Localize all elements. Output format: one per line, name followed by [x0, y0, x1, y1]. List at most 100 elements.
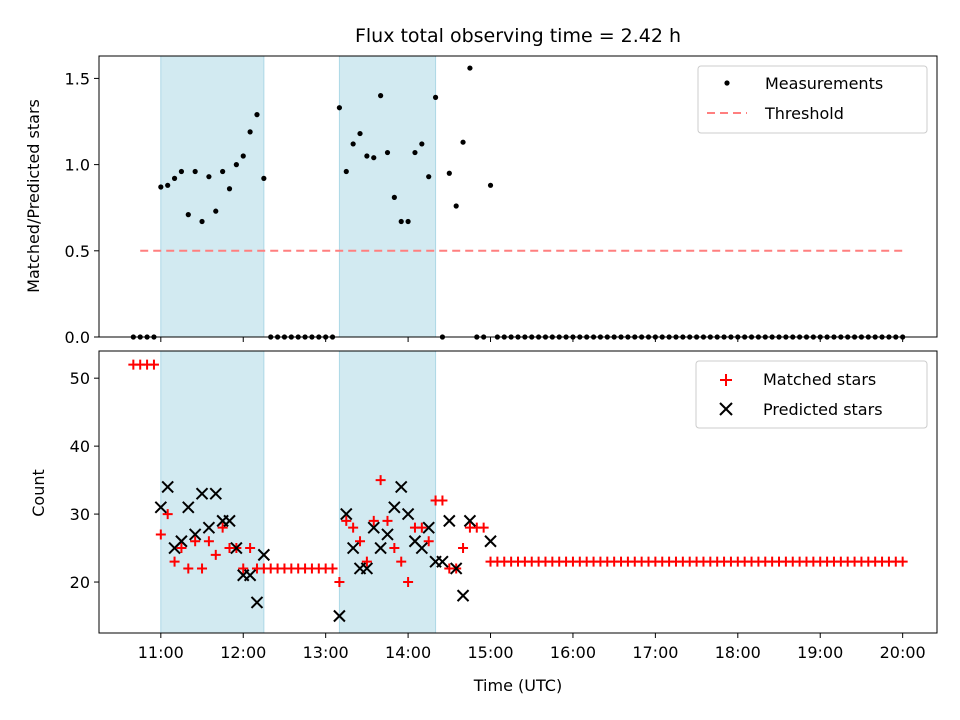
top-panel: 0.0 0.5 1.0 1.5 Matched/Predicted stars Mea…: [24, 55, 938, 347]
legend-marker-measurements: [724, 80, 730, 86]
x-tick-label: 16:00: [550, 643, 596, 662]
matched-stars-point: [437, 495, 448, 506]
legend-marker-predicted: [719, 402, 733, 416]
predicted-stars-point: [230, 541, 243, 555]
predicted-stars-point: [381, 528, 394, 541]
measurements-point: [426, 174, 432, 180]
measurements-point: [185, 212, 191, 218]
measurements-point: [171, 175, 178, 181]
matched-stars-point: [176, 543, 187, 554]
measurements-point: [247, 129, 253, 135]
bottom-x-ticks: 11:00 12:00 13:00 14:00 15:00 16:00 17:00 18:00…: [138, 633, 926, 662]
predicted-stars-point: [243, 569, 257, 582]
measurements-point: [343, 168, 349, 175]
bottom-highlight-span-2: [338, 350, 437, 634]
x-tick-label: 18:00: [715, 643, 761, 662]
predicted-stars-point: [388, 501, 401, 514]
predicted-stars-point: [333, 609, 346, 623]
bottom-highlight-spans: [160, 350, 437, 634]
measurements-point: [432, 94, 439, 100]
predicted-stars-point: [374, 541, 387, 555]
predicted-stars-point: [367, 521, 380, 534]
measurements-point: [254, 112, 260, 118]
measurements-point: [487, 182, 494, 188]
x-tick-label: 13:00: [303, 643, 349, 662]
predicted-stars-point: [175, 535, 188, 548]
measurements-point: [158, 184, 164, 190]
predicted-stars-point: [223, 514, 236, 528]
predicted-stars-point: [195, 487, 209, 500]
x-tick-label: 19:00: [797, 643, 843, 662]
predicted-stars-point: [436, 555, 449, 568]
matched-stars-point: [190, 536, 201, 547]
bottom-legend: Matched stars Predicted stars: [695, 360, 928, 429]
matched-stars-point: [334, 577, 345, 588]
measurements-point: [336, 105, 343, 111]
matched-stars-point: [348, 522, 359, 533]
measurements-point: [398, 218, 404, 225]
top-y-axis-label: Matched/Predicted stars: [24, 99, 43, 293]
bottom-legend-box: [695, 360, 928, 429]
matched-stars-point: [162, 509, 173, 520]
legend-label-threshold: Threshold: [764, 104, 844, 123]
bottom-y-tick-label: 40: [70, 437, 90, 456]
measurements-point: [446, 170, 452, 176]
top-y-tick-label: 1.0: [65, 156, 90, 175]
predicted-stars-point: [484, 535, 497, 548]
measurements-point: [460, 139, 466, 145]
predicted-stars-point: [182, 501, 195, 514]
predicted-stars-point: [257, 548, 271, 562]
top-y-tick-label: 0.0: [65, 328, 90, 347]
legend-label-measurements: Measurements: [765, 74, 883, 93]
measurements-point: [350, 141, 356, 147]
bottom-y-ticks: 20 30 40 50: [70, 369, 99, 592]
predicted-stars-point: [415, 541, 429, 555]
chart-title: Flux total observing time = 2.42 h: [355, 25, 681, 47]
matched-stars-point: [423, 536, 434, 547]
measurements-point: [419, 141, 425, 147]
measurements-point: [199, 218, 205, 225]
matched-stars-point: [458, 543, 469, 554]
predicted-stars-point: [154, 501, 168, 514]
measurements-point: [384, 149, 391, 156]
bottom-axes-frame: [98, 350, 938, 634]
matched-stars-point: [197, 563, 208, 574]
matched-stars-point: [897, 556, 908, 567]
predicted-stars-point: [161, 480, 174, 494]
measurements-point: [467, 65, 473, 71]
predicted-stars-point: [463, 514, 477, 528]
measurements-point: [206, 174, 212, 180]
measurements-point: [357, 130, 363, 137]
predicted-stars-point: [360, 562, 374, 575]
top-highlight-span-1: [160, 55, 265, 338]
predicted-stars-point: [395, 480, 408, 494]
bottom-y-tick-label: 30: [70, 505, 90, 524]
bottom-highlight-span-1: [160, 350, 265, 634]
measurements-point: [391, 194, 397, 200]
legend-label-predicted: Predicted stars: [763, 400, 883, 419]
predicted-stars-point: [449, 562, 463, 575]
measurements-point: [226, 186, 233, 192]
measurements-point: [220, 168, 226, 175]
measurements-point: [213, 208, 219, 214]
matched-stars-point: [389, 543, 400, 554]
predicted-stars-point: [443, 514, 456, 528]
top-legend: Measurements Threshold: [697, 65, 928, 134]
bottom-y-axis-label: Count: [29, 469, 48, 517]
measurements-point: [453, 203, 459, 209]
measurements-point: [240, 153, 246, 159]
measurements-point: [412, 149, 418, 156]
predicted-stars-point: [456, 589, 470, 602]
matched-stars-point: [368, 515, 379, 526]
x-tick-label: 12:00: [220, 643, 266, 662]
measurements-point: [165, 182, 171, 188]
matched-stars-point: [327, 563, 338, 574]
top-y-tick-label: 0.5: [65, 242, 90, 261]
matched-stars-point: [217, 522, 228, 533]
top-highlight-spans: [160, 55, 437, 338]
matched-stars-point: [183, 563, 194, 574]
matched-stars-point: [238, 563, 249, 574]
bottom-plot-marks: [128, 359, 908, 623]
predicted-stars-point: [209, 487, 222, 500]
